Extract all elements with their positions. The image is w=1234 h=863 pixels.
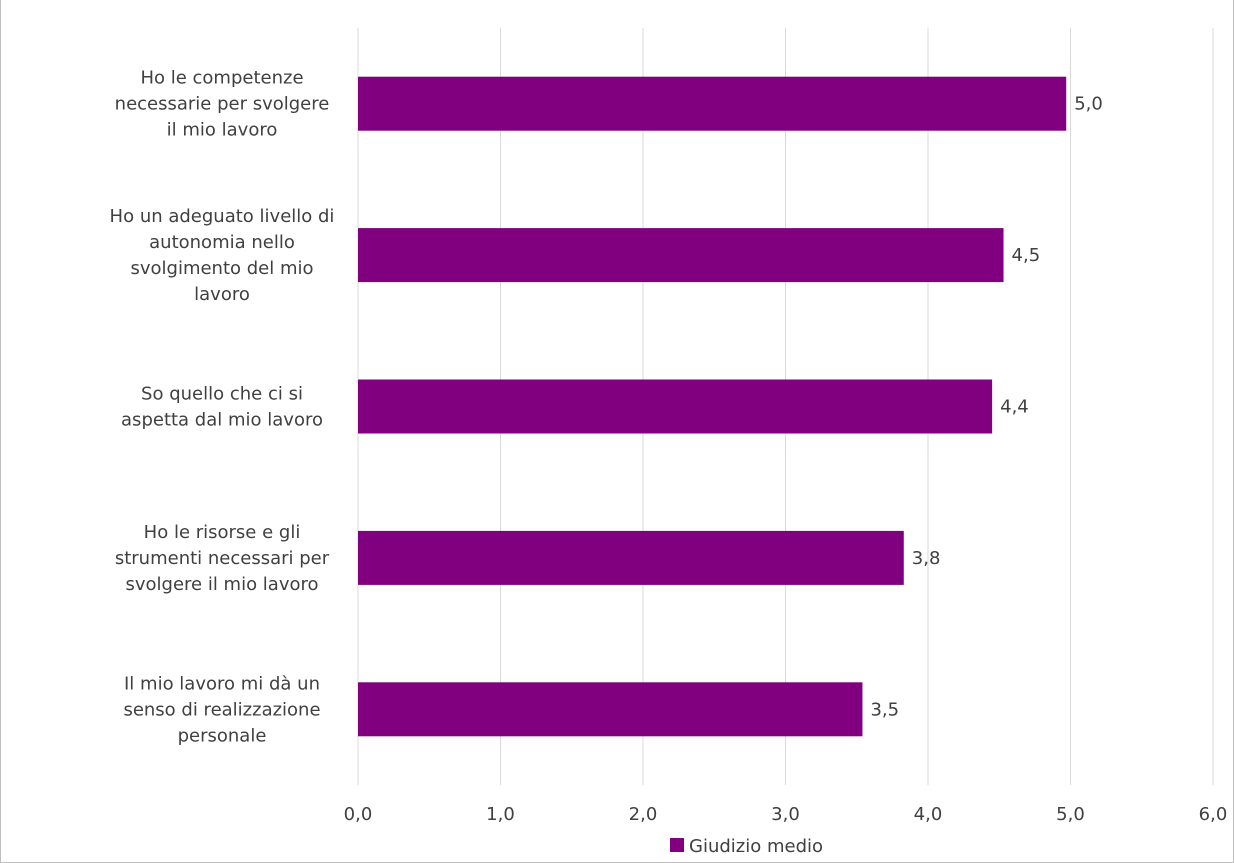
category-label-line: Il mio lavoro mi dà un: [124, 673, 320, 694]
bars: [358, 76, 1067, 737]
bar: [358, 228, 1004, 283]
data-label: 3,8: [912, 548, 941, 569]
x-tick-label: 3,0: [771, 804, 800, 825]
category-label-line: Ho un adeguato livello di: [110, 206, 335, 227]
x-tick-label: 4,0: [914, 804, 943, 825]
legend: Giudizio medio: [670, 836, 823, 857]
bar: [358, 682, 863, 737]
category-label-line: strumenti necessari per: [115, 548, 330, 569]
category-labels: Ho le competenze necessarie per svolgere i…: [110, 68, 335, 747]
category-label: Ho le risorse e gli strumenti necessari p…: [115, 522, 330, 595]
data-labels: 5,0 4,5 4,4 3,8 3,5: [870, 94, 1102, 721]
category-label-line: aspetta dal mio lavoro: [121, 410, 323, 431]
category-label: Il mio lavoro mi dà un senso di realizzaz…: [123, 673, 320, 746]
category-label-line: autonomia nello: [149, 232, 295, 253]
category-label-line: Ho le risorse e gli: [144, 522, 301, 543]
x-axis-tick-labels: 0,0 1,0 2,0 3,0 4,0 5,0 6,0: [344, 804, 1228, 825]
category-label: So quello che ci si aspetta dal mio lavor…: [121, 384, 323, 431]
data-label: 4,5: [1012, 245, 1041, 266]
x-tick-label: 5,0: [1056, 804, 1085, 825]
legend-label: Giudizio medio: [689, 836, 823, 857]
category-label-line: So quello che ci si: [141, 384, 303, 405]
category-label-line: svolgimento del mio: [130, 258, 313, 279]
x-tick-label: 2,0: [629, 804, 658, 825]
category-label-line: necessarie per svolgere: [115, 94, 330, 115]
category-label-line: senso di realizzazione: [123, 699, 320, 720]
category-label-line: Ho le competenze: [140, 68, 303, 89]
bar: [358, 379, 993, 434]
data-label: 4,4: [1000, 397, 1029, 418]
data-label: 5,0: [1074, 94, 1103, 115]
bar: [358, 530, 904, 585]
data-label: 3,5: [870, 699, 899, 720]
category-label: Ho le competenze necessarie per svolgere i…: [115, 68, 330, 141]
x-tick-label: 0,0: [344, 804, 373, 825]
bar: [358, 76, 1067, 131]
category-label-line: lavoro: [194, 284, 250, 305]
x-tick-label: 6,0: [1199, 804, 1228, 825]
x-tick-label: 1,0: [486, 804, 515, 825]
category-label: Ho un adeguato livello di autonomia nello…: [110, 206, 335, 305]
category-label-line: il mio lavoro: [167, 120, 278, 141]
legend-swatch: [670, 838, 684, 852]
category-label-line: personale: [178, 725, 267, 746]
category-label-line: svolgere il mio lavoro: [125, 574, 318, 595]
